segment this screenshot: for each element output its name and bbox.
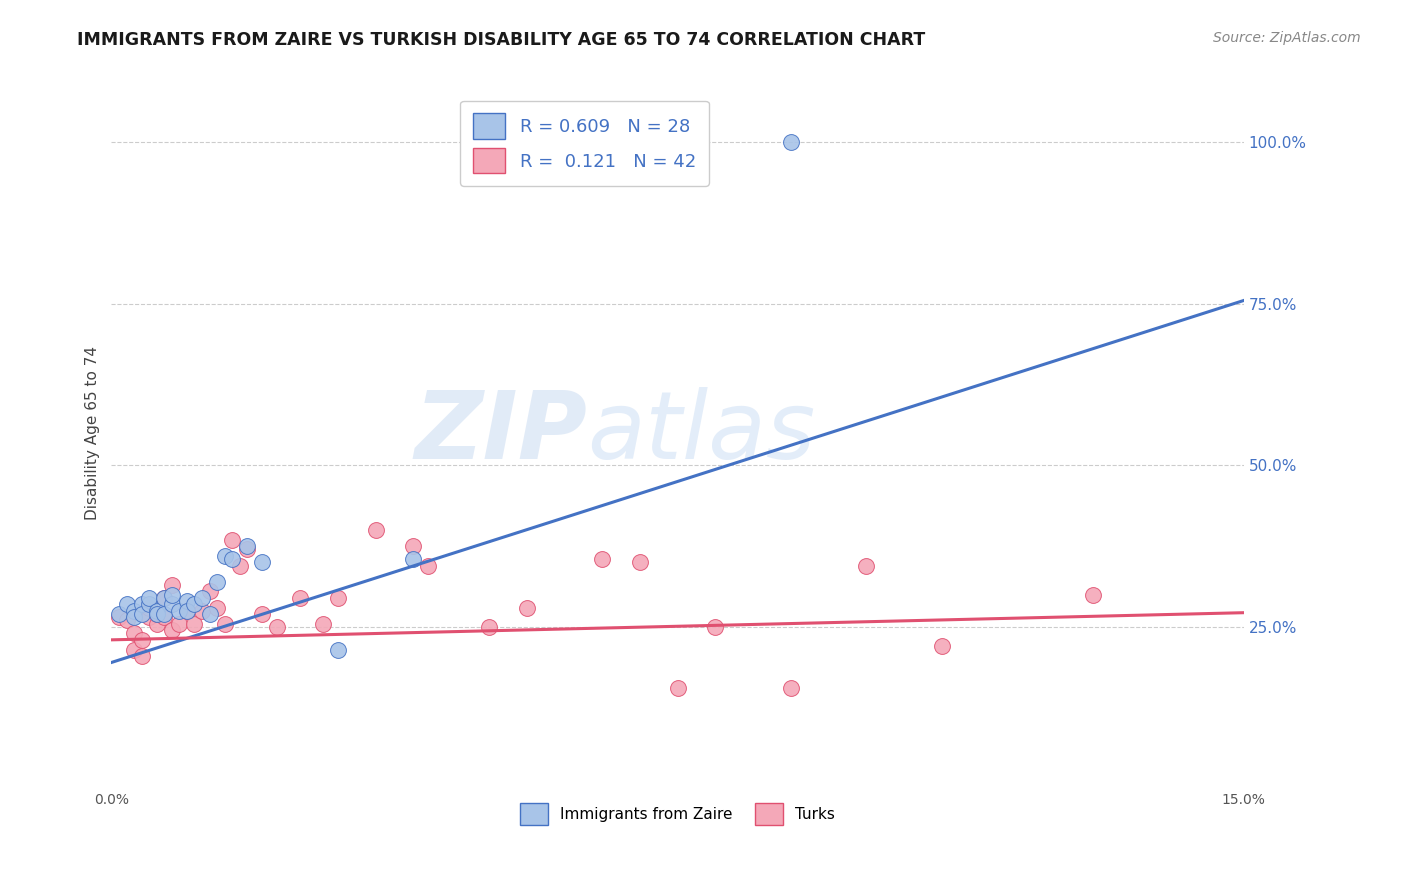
Point: [108, 607, 131, 621]
Point: [153, 591, 176, 605]
Point: [122, 610, 145, 624]
Point: [214, 549, 236, 563]
Point: [176, 604, 198, 618]
Point: [183, 597, 205, 611]
Point: [160, 588, 183, 602]
Text: ZIP: ZIP: [415, 387, 588, 479]
Text: atlas: atlas: [588, 387, 815, 478]
Point: [312, 616, 335, 631]
Point: [176, 594, 198, 608]
Text: IMMIGRANTS FROM ZAIRE VS TURKISH DISABILITY AGE 65 TO 74 CORRELATION CHART: IMMIGRANTS FROM ZAIRE VS TURKISH DISABIL…: [77, 31, 925, 49]
Point: [122, 604, 145, 618]
Point: [131, 648, 153, 663]
Point: [205, 600, 228, 615]
Point: [145, 616, 167, 631]
Point: [138, 610, 160, 624]
Point: [214, 616, 236, 631]
Point: [191, 604, 214, 618]
Point: [288, 591, 311, 605]
Point: [266, 620, 288, 634]
Point: [122, 626, 145, 640]
Point: [145, 604, 167, 618]
Point: [326, 642, 349, 657]
Point: [779, 135, 801, 149]
Point: [160, 597, 183, 611]
Point: [138, 597, 160, 611]
Point: [931, 640, 953, 654]
Point: [122, 642, 145, 657]
Point: [183, 616, 205, 631]
Point: [108, 610, 131, 624]
Point: [205, 574, 228, 589]
Point: [138, 600, 160, 615]
Point: [198, 607, 221, 621]
Point: [160, 578, 183, 592]
Point: [236, 542, 259, 557]
Point: [169, 604, 191, 618]
Point: [229, 558, 252, 573]
Point: [418, 558, 440, 573]
Point: [145, 607, 167, 621]
Point: [198, 584, 221, 599]
Point: [236, 539, 259, 553]
Point: [402, 539, 425, 553]
Point: [131, 607, 153, 621]
Text: Source: ZipAtlas.com: Source: ZipAtlas.com: [1213, 31, 1361, 45]
Point: [1081, 588, 1104, 602]
Point: [478, 620, 501, 634]
Point: [160, 623, 183, 637]
Point: [779, 681, 801, 696]
Y-axis label: Disability Age 65 to 74: Disability Age 65 to 74: [86, 346, 100, 520]
Point: [326, 591, 349, 605]
Point: [516, 600, 538, 615]
Point: [221, 533, 243, 547]
Point: [191, 591, 214, 605]
Point: [138, 591, 160, 605]
Point: [115, 614, 138, 628]
Point: [364, 523, 387, 537]
Point: [704, 620, 727, 634]
Point: [145, 607, 167, 621]
Point: [628, 555, 651, 569]
Legend: Immigrants from Zaire, Turks: Immigrants from Zaire, Turks: [510, 794, 844, 834]
Point: [115, 597, 138, 611]
Point: [131, 632, 153, 647]
Point: [252, 607, 274, 621]
Point: [153, 607, 176, 621]
Point: [591, 552, 613, 566]
Point: [131, 597, 153, 611]
Point: [176, 604, 198, 618]
Point: [855, 558, 877, 573]
Point: [169, 616, 191, 631]
Point: [221, 552, 243, 566]
Point: [402, 552, 425, 566]
Point: [153, 591, 176, 605]
Point: [666, 681, 689, 696]
Point: [153, 610, 176, 624]
Point: [252, 555, 274, 569]
